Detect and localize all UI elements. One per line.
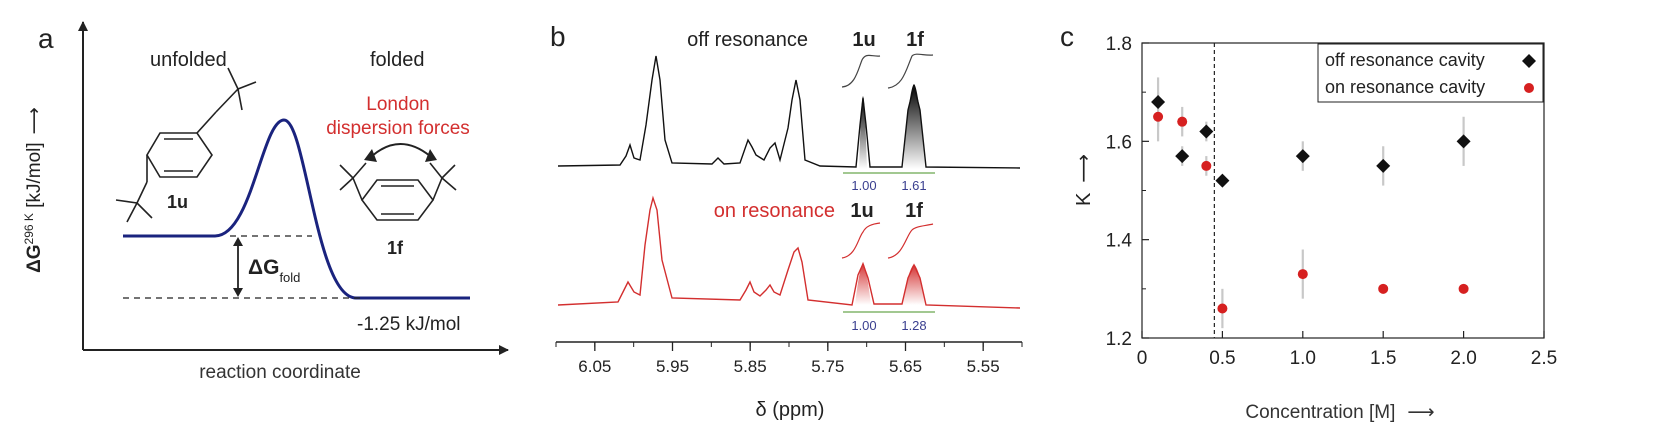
panel-c-y-label: K⟶ (1073, 154, 1095, 206)
spectrum-on-resonance: on resonance 1u 1f 1.00 1.28 (557, 195, 1021, 333)
legend-marker-circle (1524, 83, 1534, 93)
spectrum-trace-on (557, 195, 1021, 309)
state-folded-label: folded (370, 49, 425, 71)
peak-1f-fill-on (902, 264, 926, 305)
integral-curve-1f-off (887, 53, 934, 89)
y-label-unit: [kJ/mol] (24, 142, 45, 213)
y-label-arrow: ⟶ (24, 107, 45, 134)
y-label-prefix: ΔG (24, 244, 45, 272)
legend-label-on: on resonance cavity (1325, 77, 1485, 97)
x-tick-label: 1.0 (1290, 348, 1316, 369)
x-tick-label: 1.5 (1370, 348, 1396, 369)
energy-curve (123, 118, 470, 300)
legend: off resonance cavity on resonance cavity (1317, 43, 1544, 103)
integral-value-1f-on: 1.28 (901, 318, 926, 333)
data-point-on-resonance (1458, 283, 1469, 294)
delta-g-label: ΔGfold (248, 256, 300, 285)
data-point-off-resonance (1215, 173, 1230, 188)
panel-b: b off resonance 1u 1f 1.00 1.61 on reson… (550, 21, 1023, 421)
ppm-tick-label: 5.85 (734, 357, 767, 376)
panel-b-x-ticks: 6.05 5.95 5.85 5.75 5.65 5.55 (555, 342, 1023, 376)
legend-box (1317, 43, 1544, 103)
peak-1f-fill-off (903, 84, 927, 169)
peak-1u-fill-on (855, 262, 873, 305)
energy-value: -1.25 kJ/mol (357, 314, 460, 335)
y-tick-label: 1.2 (1106, 329, 1132, 350)
data-point-off-resonance (1199, 124, 1214, 139)
data-point-on-resonance (1201, 160, 1212, 171)
integral-value-1u-on: 1.00 (851, 318, 876, 333)
panel-b-x-label: δ (ppm) (756, 399, 825, 421)
x-tick-label: 0 (1137, 348, 1148, 369)
data-point-off-resonance (1175, 149, 1190, 164)
panel-a-x-label: reaction coordinate (199, 362, 361, 383)
data-point-off-resonance (1456, 134, 1471, 149)
x-tick-label: 2.0 (1450, 348, 1476, 369)
x-tick-label: 2.5 (1531, 348, 1557, 369)
data-point-off-resonance (1295, 149, 1310, 164)
peak-label-1u-on: 1u (850, 200, 873, 222)
data-point-on-resonance (1153, 111, 1164, 122)
legend-label-off: off resonance cavity (1325, 50, 1485, 70)
panel-c-ticks: 0 0.5 1.0 1.5 2.0 2.5 1.2 1.4 1.6 1.8 (1106, 34, 1558, 369)
x-tick-label: 0.5 (1209, 348, 1235, 369)
molecule-1f-icon (339, 162, 457, 221)
ppm-tick-label: 5.65 (889, 357, 922, 376)
spectrum-off-resonance: off resonance 1u 1f 1.00 1.61 (557, 29, 1021, 193)
compound-1u-label: 1u (167, 192, 188, 212)
integral-value-1f-off: 1.61 (901, 178, 926, 193)
data-point-on-resonance (1297, 269, 1308, 280)
data-point-on-resonance (1217, 303, 1228, 314)
data-point-off-resonance (1376, 158, 1391, 173)
data-point-on-resonance (1177, 116, 1188, 127)
panel-a: a ΔG296 K [kJ/mol]⟶ reaction coordinate … (22, 21, 509, 383)
integral-curve-1u-on (841, 222, 881, 259)
scatter-data (1151, 77, 1471, 329)
force-label-line2: dispersion forces (326, 118, 470, 139)
label-off-resonance: off resonance (687, 29, 808, 51)
panel-c-letter: c (1060, 21, 1074, 52)
state-unfolded-label: unfolded (150, 49, 227, 71)
panel-b-letter: b (550, 21, 566, 52)
peak-label-1u-off: 1u (852, 29, 875, 51)
panel-c: c 0 0.5 1.0 1.5 2.0 2.5 1.2 1.4 1.6 1.8 K⟶ Concen… (1060, 21, 1557, 423)
ppm-tick-label: 5.75 (811, 357, 844, 376)
integral-value-1u-off: 1.00 (851, 178, 876, 193)
y-tick-label: 1.6 (1106, 132, 1132, 153)
legend-marker-diamond (1522, 54, 1536, 68)
interaction-arrow (371, 143, 431, 157)
y-tick-label: 1.4 (1106, 231, 1133, 252)
panel-c-x-label: Concentration [M] ⟶ (1245, 402, 1434, 423)
molecule-1u-icon (115, 67, 257, 223)
force-label-line1: London (366, 94, 429, 115)
label-on-resonance: on resonance (714, 200, 835, 222)
peak-label-1f-on: 1f (905, 200, 923, 222)
panel-a-letter: a (38, 23, 54, 54)
y-label-superscript: 296 K (22, 213, 36, 244)
y-tick-label: 1.8 (1106, 34, 1132, 55)
ppm-tick-label: 5.95 (656, 357, 689, 376)
data-point-off-resonance (1151, 95, 1166, 109)
data-point-on-resonance (1378, 283, 1389, 294)
panel-a-y-label: ΔG296 K [kJ/mol] ⟶ (22, 107, 45, 273)
interaction-arrowheads (364, 149, 437, 162)
peak-label-1f-off: 1f (906, 29, 924, 51)
integral-curve-1u-off (841, 54, 881, 88)
integral-curve-1f-on (887, 223, 934, 259)
spectrum-trace-off (557, 55, 1021, 169)
ppm-tick-label: 6.05 (578, 357, 611, 376)
ppm-tick-label: 5.55 (967, 357, 1000, 376)
compound-1f-label: 1f (387, 238, 404, 258)
